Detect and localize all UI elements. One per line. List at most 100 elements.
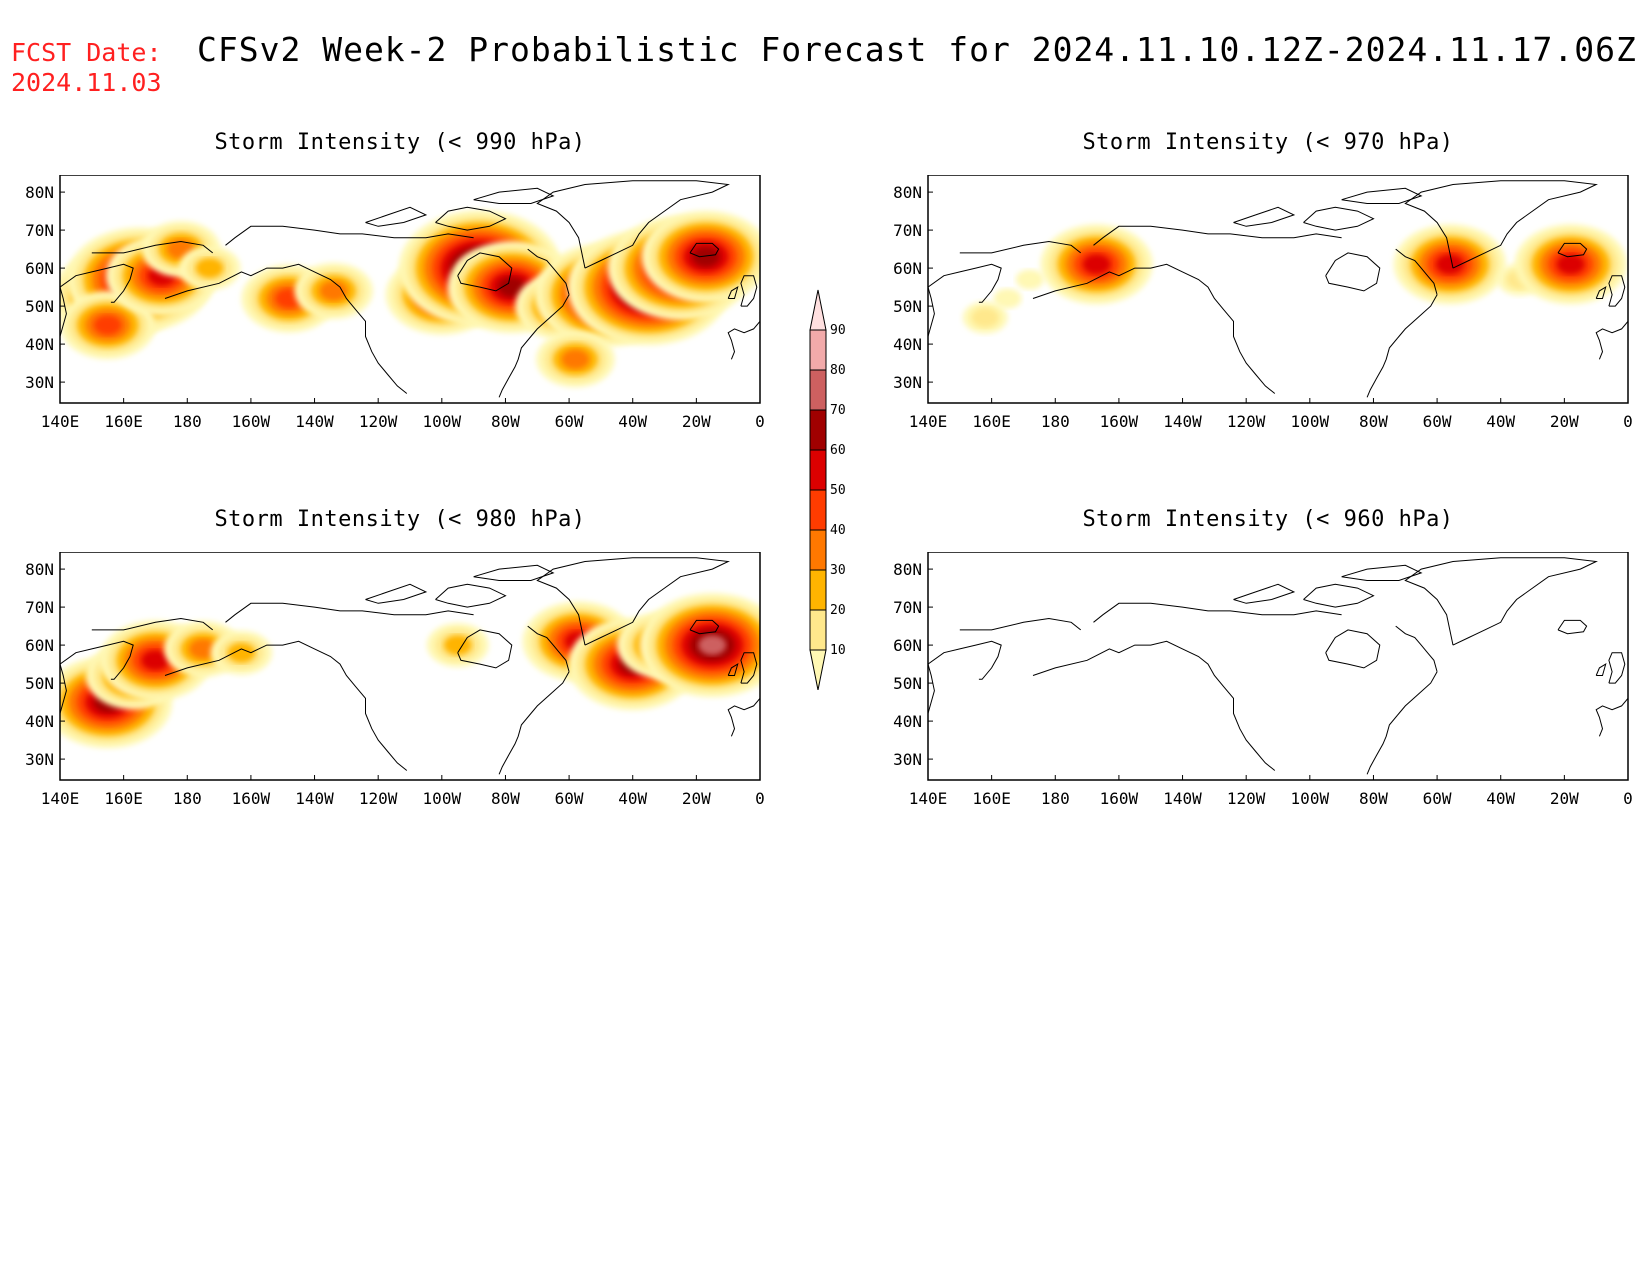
coastline-10 xyxy=(689,242,720,258)
colorbar-segment xyxy=(809,369,827,411)
lat-label: 30N xyxy=(25,373,54,392)
prob-blob-11-level-6 xyxy=(497,277,526,298)
map-panel-1: 140E 160E 180 160W 140W 120W 100W 80W 60W 40W 20W 0… xyxy=(25,175,765,431)
lon-label: 140W xyxy=(1163,412,1202,431)
coastline-6 xyxy=(1404,557,1598,646)
colorbar-label: 60 xyxy=(830,443,846,458)
colorbar-segment xyxy=(809,529,827,571)
lon-label: 80W xyxy=(1359,412,1388,431)
lon-label: 140E xyxy=(909,789,948,808)
colorbar-label: 20 xyxy=(830,603,846,618)
lon-label: 140E xyxy=(41,789,80,808)
lon-label: 140E xyxy=(909,412,948,431)
coastline-14 xyxy=(435,206,507,231)
lon-label: 0 xyxy=(1623,412,1633,431)
prob-blob-16-level-6 xyxy=(691,246,720,267)
prob-blob-10-level-7 xyxy=(698,635,727,656)
colorbar-label: 10 xyxy=(830,643,846,658)
lon-label: 100W xyxy=(1291,789,1330,808)
lon-label: 160W xyxy=(1100,789,1139,808)
prob-blob-17-level-3 xyxy=(561,349,590,370)
lon-label: 0 xyxy=(1623,789,1633,808)
coastline-3 xyxy=(457,252,513,292)
lat-label: 50N xyxy=(893,297,922,316)
lon-label: 60W xyxy=(555,412,584,431)
lon-label: 0 xyxy=(755,412,765,431)
coastline-5 xyxy=(527,248,570,295)
colorbar-bottom-triangle xyxy=(809,649,827,690)
lon-label: 80W xyxy=(1359,789,1388,808)
lon-label: 180 xyxy=(173,412,202,431)
prob-blob-3-level-0 xyxy=(1015,269,1044,290)
prob-blob-3-level-4 xyxy=(93,315,122,336)
lat-label: 30N xyxy=(893,373,922,392)
coastline-6 xyxy=(536,180,730,269)
coastline-2 xyxy=(225,602,474,623)
coastline-6 xyxy=(536,557,730,646)
lon-label: 20W xyxy=(1550,412,1579,431)
lat-label: 40N xyxy=(25,335,54,354)
coastline-7 xyxy=(928,263,1002,303)
lon-label: 100W xyxy=(1291,412,1330,431)
coastline-13 xyxy=(1595,320,1628,360)
lon-label: 80W xyxy=(491,412,520,431)
colorbar: 10 20 30 40 50 60 70 80 90 xyxy=(809,289,846,690)
lon-label: 60W xyxy=(1423,412,1452,431)
lon-label: 180 xyxy=(1041,789,1070,808)
coastline-5 xyxy=(1395,625,1438,672)
lon-label: 160E xyxy=(104,412,143,431)
lon-label: 20W xyxy=(682,412,711,431)
lon-label: 0 xyxy=(755,789,765,808)
lat-label: 30N xyxy=(25,750,54,769)
coastline-15 xyxy=(473,564,555,581)
lat-label: 50N xyxy=(893,674,922,693)
coastline-15 xyxy=(1341,564,1423,581)
lon-label: 140W xyxy=(1163,789,1202,808)
coastline-9 xyxy=(959,240,1082,254)
lon-label: 40W xyxy=(618,412,647,431)
coastline-11 xyxy=(740,275,758,307)
lon-label: 40W xyxy=(1486,789,1515,808)
coastline-10 xyxy=(1557,619,1588,635)
coastline-12 xyxy=(1595,663,1607,676)
prob-blob-1-level-1 xyxy=(971,307,1000,328)
coastline-3 xyxy=(1325,252,1381,292)
coastline-11 xyxy=(740,652,758,684)
colorbar-segment xyxy=(809,569,827,611)
coastline-13 xyxy=(1595,697,1628,737)
coastline-1 xyxy=(164,640,408,771)
coastline-12 xyxy=(727,663,739,676)
coastline-10 xyxy=(689,619,720,635)
lon-label: 40W xyxy=(1486,412,1515,431)
map-frame xyxy=(927,552,1629,781)
lat-label: 60N xyxy=(893,636,922,655)
lat-label: 70N xyxy=(893,598,922,617)
colorbar-segment xyxy=(809,329,827,371)
lon-label: 60W xyxy=(555,789,584,808)
lon-label: 120W xyxy=(359,412,398,431)
coastline-7 xyxy=(928,640,1002,680)
lat-label: 80N xyxy=(25,183,54,202)
lat-label: 70N xyxy=(25,221,54,240)
coastline-9 xyxy=(91,617,214,631)
coastline-2 xyxy=(1093,602,1342,623)
coastline-6 xyxy=(1404,180,1598,269)
lon-label: 120W xyxy=(1227,789,1266,808)
prob-blob-6-level-2 xyxy=(443,635,472,656)
coastline-14 xyxy=(1303,583,1375,608)
coastline-15 xyxy=(1341,187,1423,204)
colorbar-segment xyxy=(809,409,827,451)
lat-label: 30N xyxy=(893,750,922,769)
coastline-2 xyxy=(1093,225,1342,246)
lon-label: 140E xyxy=(41,412,80,431)
coastline-16 xyxy=(1233,206,1296,227)
colorbar-label: 90 xyxy=(830,323,846,338)
prob-blob-4-level-3 xyxy=(189,638,218,659)
coastline-4 xyxy=(1366,294,1438,398)
lat-label: 40N xyxy=(893,335,922,354)
panel-title-3: Storm Intensity (< 980 hPa) xyxy=(214,507,586,532)
coastline-13 xyxy=(727,320,760,360)
panel-title-1: Storm Intensity (< 990 hPa) xyxy=(214,130,586,155)
coastline-9 xyxy=(959,617,1082,631)
coastline-16 xyxy=(365,206,428,227)
